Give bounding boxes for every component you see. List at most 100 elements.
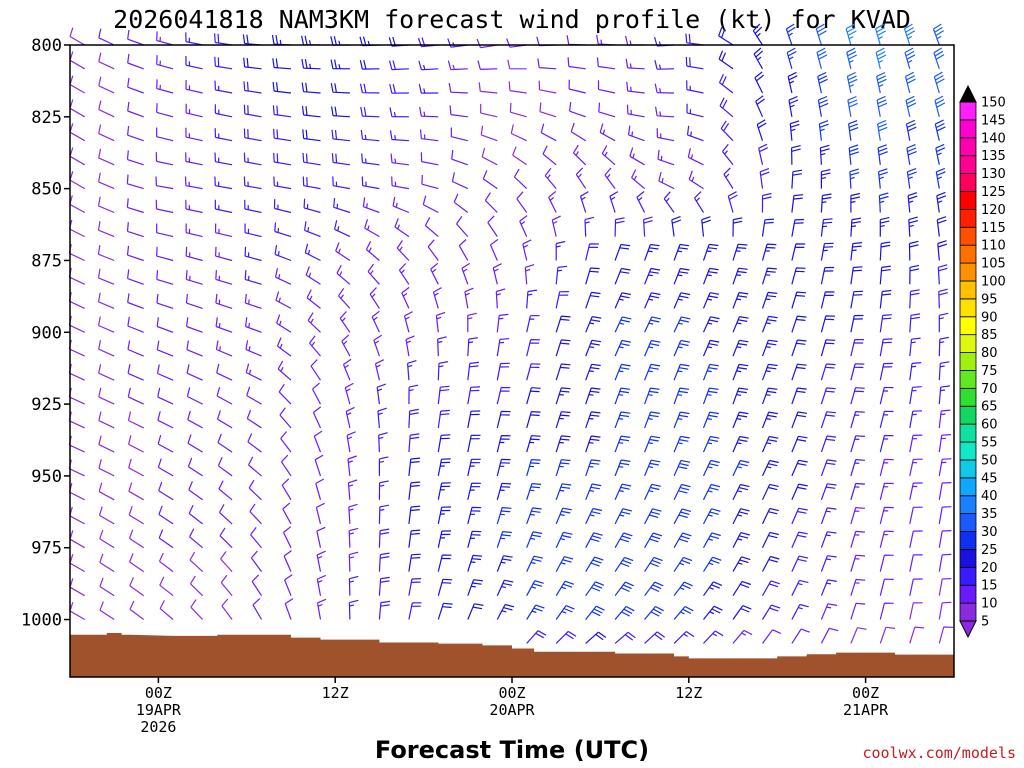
- wind-barb: [432, 287, 442, 309]
- wind-barb: [585, 556, 604, 572]
- wind-barb: [362, 197, 380, 214]
- wind-barb: [693, 191, 705, 213]
- wind-barb: [938, 506, 952, 525]
- wind-barb: [127, 387, 144, 405]
- wind-barb: [636, 191, 646, 213]
- wind-barb: [820, 387, 836, 405]
- wind-barb: [732, 508, 750, 525]
- wind-barb: [732, 629, 753, 644]
- wind-barb: [909, 264, 920, 285]
- colorbar-segment: [959, 441, 977, 461]
- wind-barb: [526, 387, 541, 405]
- wind-barb: [156, 317, 174, 333]
- wind-barb: [850, 217, 862, 237]
- wind-barb: [371, 310, 380, 333]
- wind-barb: [673, 387, 690, 405]
- wind-barb: [401, 286, 410, 309]
- wind-barb: [936, 191, 947, 213]
- wind-barb: [791, 315, 807, 333]
- wind-barb: [761, 531, 779, 548]
- wind-barb: [820, 218, 833, 237]
- wind-barb: [572, 144, 587, 166]
- wind-barb: [98, 411, 115, 429]
- wind-barb: [342, 358, 352, 381]
- wind-barb: [555, 435, 571, 453]
- colorbar-segment: [959, 262, 977, 282]
- wind-barb: [339, 311, 351, 333]
- wind-barb: [909, 337, 921, 357]
- wind-barb: [626, 104, 645, 118]
- wind-barb: [686, 125, 704, 142]
- wind-barb: [526, 580, 544, 596]
- wind-barb: [437, 602, 453, 620]
- wind-barb: [761, 507, 779, 525]
- wind-barb: [250, 550, 262, 572]
- wind-barb: [336, 264, 351, 285]
- wind-barb: [903, 23, 916, 46]
- wind-barb: [477, 60, 498, 70]
- wind-barb: [753, 47, 764, 70]
- wind-barb: [850, 290, 864, 309]
- wind-barb: [159, 576, 174, 597]
- wind-barb: [938, 361, 950, 381]
- wind-barb: [719, 97, 734, 118]
- wind-barb: [512, 146, 528, 166]
- colorbar-label: 130: [981, 167, 1006, 182]
- wind-barb: [461, 262, 471, 285]
- wind-barb: [127, 29, 144, 46]
- wind-barb: [157, 434, 174, 453]
- wind-barb: [185, 199, 203, 214]
- wind-barb: [467, 312, 477, 333]
- colorbar-label: 25: [981, 543, 998, 558]
- wind-barb: [906, 168, 917, 189]
- wind-barb: [761, 192, 772, 213]
- wind-barb: [246, 386, 262, 405]
- wind-barb: [315, 502, 325, 525]
- wind-barb: [496, 531, 512, 548]
- colorbar-label: 60: [981, 418, 998, 433]
- wind-barb: [820, 315, 836, 333]
- wind-barb: [702, 532, 721, 548]
- wind-barb: [156, 293, 174, 309]
- wind-barb: [875, 23, 886, 46]
- wind-barb: [879, 241, 891, 261]
- wind-barb: [761, 315, 778, 333]
- wind-barb: [879, 626, 896, 644]
- wind-barb: [788, 95, 799, 117]
- wind-barb: [935, 143, 946, 165]
- wind-barb: [126, 222, 144, 238]
- wind-barb: [156, 55, 174, 70]
- wind-barb: [273, 176, 292, 190]
- wind-barb: [408, 529, 421, 548]
- wind-barb: [186, 340, 203, 357]
- wind-barb: [282, 502, 292, 525]
- wind-barb: [188, 481, 203, 501]
- wind-barb: [190, 599, 204, 620]
- wind-barb: [701, 216, 711, 237]
- wind-barb: [727, 191, 738, 213]
- wind-barb: [496, 435, 511, 453]
- wind-barb: [419, 129, 439, 142]
- wind-barb: [820, 411, 836, 429]
- y-tick-label: 875: [31, 251, 62, 271]
- wind-barb: [761, 387, 778, 405]
- wind-barb: [879, 362, 893, 381]
- wind-barb: [408, 578, 422, 596]
- wind-barb: [702, 292, 720, 309]
- wind-barb: [598, 102, 616, 118]
- wind-barb: [219, 527, 233, 549]
- wind-barb: [158, 529, 174, 549]
- wind-barb: [614, 387, 631, 405]
- wind-barb: [848, 120, 859, 141]
- wind-barb: [539, 102, 557, 118]
- wind-barb: [761, 604, 781, 620]
- y-axis: 800 825 850 875 900 925 950 975 1000: [21, 36, 70, 631]
- wind-barb: [126, 150, 144, 166]
- wind-barb: [128, 529, 145, 549]
- wind-barb: [449, 105, 468, 118]
- wind-barb: [555, 507, 572, 525]
- wind-barb: [791, 603, 809, 620]
- wind-barb: [761, 411, 778, 429]
- wind-barb: [569, 102, 586, 118]
- wind-barb: [389, 107, 409, 118]
